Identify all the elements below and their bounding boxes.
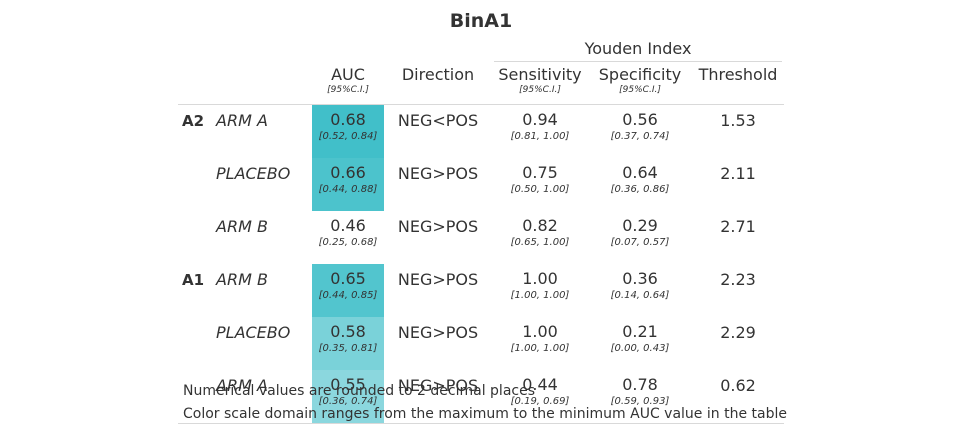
auc-table: Youden Index AUC [95%C.I.] Direction Sens… — [178, 34, 784, 424]
specificity-cell: 0.21 [0.00, 0.43] — [588, 317, 692, 370]
sensitivity-cell: 1.00 [1.00, 1.00] — [492, 264, 588, 317]
sensitivity-ci: [1.00, 1.00] — [510, 290, 570, 301]
specificity-ci: [0.14, 0.64] — [610, 290, 670, 301]
group-label: A2 — [182, 112, 205, 130]
arm-label: ARM A — [216, 370, 312, 424]
sensitivity-value: 1.00 — [522, 269, 558, 288]
auc-cell: 0.68 [0.52, 0.84] — [312, 104, 384, 158]
table-row: PLACEBO 0.58 [0.35, 0.81] NEG>POS 1.00 [1.00,… — [178, 317, 784, 370]
specificity-ci: [0.59, 0.93] — [610, 396, 670, 407]
auc-cell: 0.66 [0.44, 0.88] — [312, 158, 384, 211]
auc-value: 0.66 — [330, 163, 366, 182]
specificity-header: Specificity [95%C.I.] — [588, 62, 692, 105]
table-row: PLACEBO 0.66 [0.44, 0.88] NEG>POS 0.75 [0.50,… — [178, 158, 784, 211]
sensitivity-value: 0.94 — [522, 110, 558, 129]
specificity-cell: 0.29 [0.07, 0.57] — [588, 211, 692, 264]
threshold-cell: 2.71 — [720, 217, 756, 236]
direction-cell: NEG>POS — [384, 370, 492, 424]
table-title: BinA1 — [449, 10, 513, 32]
direction-cell: NEG>POS — [397, 323, 479, 342]
auc-value: 0.65 — [330, 269, 366, 288]
auc-ci: [0.44, 0.88] — [318, 184, 378, 195]
youden-index-spanner: Youden Index — [492, 34, 784, 62]
sensitivity-cell: 0.94 [0.81, 1.00] — [492, 105, 588, 159]
specificity-cell: 0.64 [0.36, 0.86] — [588, 158, 692, 211]
specificity-ci: [0.00, 0.43] — [610, 343, 670, 354]
auc-ci: [0.35, 0.81] — [318, 343, 378, 354]
group-label — [178, 158, 216, 211]
auc-ci: [0.36, 0.74] — [318, 396, 378, 407]
sensitivity-ci: [0.81, 1.00] — [510, 131, 570, 142]
sensitivity-cell: 0.75 [0.50, 1.00] — [492, 158, 588, 211]
arm-label: ARM B — [216, 270, 268, 289]
auc-value: 0.55 — [330, 375, 366, 394]
threshold-cell: 2.29 — [720, 323, 756, 342]
specificity-cell: 0.56 [0.37, 0.74] — [588, 105, 692, 159]
specificity-ci: [0.36, 0.86] — [610, 184, 670, 195]
sensitivity-value: 0.82 — [522, 216, 558, 235]
threshold-cell: 1.53 — [720, 111, 756, 130]
specificity-value: 0.36 — [622, 269, 658, 288]
threshold-cell: 2.23 — [720, 270, 756, 289]
table-row: ARM A 0.55 [0.36, 0.74] NEG>POS 0.44 [0.19, 0… — [178, 370, 784, 424]
direction-cell: NEG>POS — [397, 270, 479, 289]
footnote-color-scale: Color scale domain ranges from the maxim… — [183, 406, 787, 422]
specificity-ci: [0.07, 0.57] — [610, 237, 670, 248]
auc-cell: 0.65 [0.44, 0.85] — [312, 264, 384, 317]
sensitivity-ci: [0.50, 1.00] — [510, 184, 570, 195]
arm-label: ARM B — [216, 217, 268, 236]
sensitivity-value: 1.00 — [522, 322, 558, 341]
auc-ci: [0.52, 0.84] — [318, 131, 378, 142]
auc-header: AUC [95%C.I.] — [312, 62, 384, 105]
arm-label: ARM A — [216, 111, 268, 130]
auc-ci: [0.25, 0.68] — [318, 237, 378, 248]
sensitivity-ci: [0.65, 1.00] — [510, 237, 570, 248]
auc-value: 0.46 — [330, 216, 366, 235]
specificity-value: 0.29 — [622, 216, 658, 235]
direction-header: Direction — [384, 62, 492, 105]
arm-header — [216, 62, 312, 105]
specificity-cell: 0.78 [0.59, 0.93] — [588, 370, 692, 424]
direction-cell: NEG<POS — [397, 111, 479, 130]
sensitivity-value: 0.75 — [522, 163, 558, 182]
specificity-ci: [0.37, 0.74] — [610, 131, 670, 142]
sensitivity-cell: 1.00 [1.00, 1.00] — [492, 317, 588, 370]
direction-cell: NEG>POS — [397, 217, 479, 236]
auc-ci: [0.44, 0.85] — [318, 290, 378, 301]
footnote-rounding: Numerical values are rounded to 2 decima… — [183, 383, 535, 399]
group-label: A1 — [182, 271, 205, 289]
sensitivity-value: 0.44 — [522, 375, 558, 394]
auc-value: 0.58 — [330, 322, 366, 341]
specificity-value: 0.56 — [622, 110, 658, 129]
arm-label: PLACEBO — [216, 164, 291, 183]
threshold-header: Threshold — [692, 62, 784, 105]
direction-cell: NEG>POS — [397, 164, 479, 183]
sensitivity-ci: [0.19, 0.69] — [510, 396, 570, 407]
auc-cell: 0.55 [0.36, 0.74] — [312, 370, 384, 424]
group-header — [178, 62, 216, 105]
specificity-value: 0.21 — [622, 322, 658, 341]
specificity-cell: 0.36 [0.14, 0.64] — [588, 264, 692, 317]
arm-label: PLACEBO — [216, 323, 291, 342]
auc-cell: 0.46 [0.25, 0.68] — [312, 211, 384, 264]
group-label — [178, 211, 216, 264]
sensitivity-cell: 0.44 [0.19, 0.69] — [492, 370, 588, 424]
specificity-value: 0.78 — [622, 375, 658, 394]
table-row: A2 ARM A 0.68 [0.52, 0.84] NEG<POS 0.94 [0.81,… — [178, 104, 784, 159]
sensitivity-ci: [1.00, 1.00] — [510, 343, 570, 354]
threshold-cell: 0.62 — [692, 370, 784, 424]
threshold-cell: 2.11 — [720, 164, 756, 183]
auc-value: 0.68 — [330, 110, 366, 129]
specificity-value: 0.64 — [622, 163, 658, 182]
sensitivity-cell: 0.82 [0.65, 1.00] — [492, 211, 588, 264]
group-label — [178, 370, 216, 424]
table-row: ARM B 0.46 [0.25, 0.68] NEG>POS 0.82 [0.65, 1… — [178, 211, 784, 264]
group-label — [178, 317, 216, 370]
table-row: A1 ARM B 0.65 [0.44, 0.85] NEG>POS 1.00 [1.00,… — [178, 264, 784, 317]
sensitivity-header: Sensitivity [95%C.I.] — [492, 62, 588, 105]
auc-cell: 0.58 [0.35, 0.81] — [312, 317, 384, 370]
